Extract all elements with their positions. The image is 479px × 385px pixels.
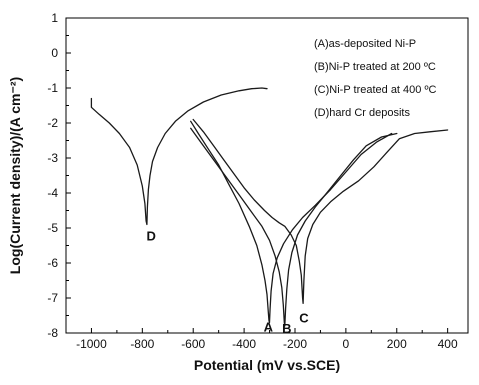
- y-tick-label: -7: [47, 291, 58, 305]
- y-tick-label: -4: [47, 186, 58, 200]
- x-tick-label: -800: [130, 337, 154, 351]
- x-tick-label: -1000: [76, 337, 107, 351]
- x-tick-label: 200: [387, 337, 407, 351]
- curve-label-c: C: [299, 311, 309, 326]
- x-tick-label: -400: [232, 337, 256, 351]
- y-tick-label: -8: [47, 326, 58, 340]
- y-tick-label: -1: [47, 81, 58, 95]
- curve-c: [192, 118, 449, 304]
- curve-label-a: A: [264, 319, 274, 334]
- curve-label-d: D: [147, 228, 156, 243]
- curve-d: [90, 87, 268, 226]
- x-tick-label: -200: [283, 337, 307, 351]
- x-axis-title: Potential (mV vs.SCE): [194, 357, 340, 373]
- x-tick-label: -600: [181, 337, 205, 351]
- y-tick-label: -5: [47, 221, 58, 235]
- legend-entry: (D)hard Cr deposits: [314, 107, 410, 119]
- legend-entry: (A)as-deposited Ni-P: [314, 38, 416, 50]
- y-tick-label: 0: [51, 46, 58, 60]
- legend: (A)as-deposited Ni-P (B)Ni-P treated at 2…: [314, 38, 436, 119]
- curve-b: [190, 127, 398, 327]
- y-axis-title: Log(Current density)/(A cm⁻²): [7, 77, 23, 274]
- x-tick-label: 0: [343, 337, 350, 351]
- y-tick-label: 1: [51, 11, 58, 25]
- y-tick-label: -2: [47, 116, 58, 130]
- x-tick-label: 400: [438, 337, 458, 351]
- legend-entry: (C)Ni-P treated at 400 ºC: [314, 84, 436, 96]
- y-tick-label: -6: [47, 256, 58, 270]
- y-tick-label: -3: [47, 151, 58, 165]
- legend-entry: (B)Ni-P treated at 200 ºC: [314, 61, 436, 73]
- curve-label-b: B: [282, 321, 291, 336]
